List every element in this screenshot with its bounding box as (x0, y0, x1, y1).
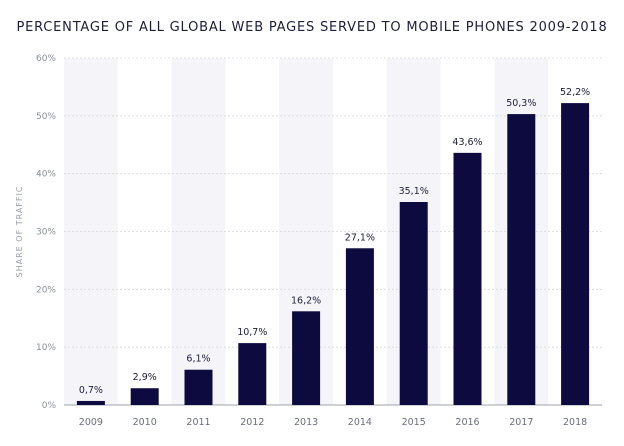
bar-2018 (561, 103, 590, 406)
data-label: 6,1% (186, 354, 210, 365)
y-axis-label: SHARE OF TRAFFIC (15, 186, 24, 278)
data-label: 0,7% (79, 385, 103, 396)
data-label: 2,9% (133, 372, 157, 383)
x-tick-label: 2011 (186, 417, 210, 428)
x-tick-label: 2009 (79, 417, 103, 428)
y-tick-label: 60% (36, 54, 56, 64)
y-tick-label: 30% (36, 228, 56, 238)
chart-title: PERCENTAGE OF ALL GLOBAL WEB PAGES SERVE… (16, 20, 608, 35)
bar-2010 (130, 388, 159, 405)
bar-2014 (345, 248, 374, 405)
y-tick-label: 20% (36, 285, 56, 295)
x-tick-label: 2018 (563, 417, 587, 428)
y-tick-label: 0% (42, 401, 57, 411)
x-tick-label: 2017 (509, 417, 533, 428)
x-tick-label: 2013 (294, 417, 318, 428)
x-tick-label: 2015 (402, 417, 426, 428)
bar-2017 (507, 114, 536, 406)
x-tick-label: 2010 (133, 417, 157, 428)
data-label: 50,3% (506, 98, 536, 109)
data-label: 52,2% (560, 87, 590, 98)
bar-2016 (453, 152, 482, 405)
data-label: 10,7% (237, 327, 267, 338)
x-tick-label: 2014 (348, 417, 372, 428)
y-tick-label: 10% (36, 343, 56, 353)
y-tick-label: 40% (36, 170, 56, 180)
bar-2011 (184, 369, 213, 405)
data-label: 27,1% (345, 232, 375, 243)
bar-2012 (238, 343, 267, 405)
x-tick-label: 2012 (240, 417, 264, 428)
y-tick-label: 50% (36, 112, 56, 122)
bar-2013 (292, 311, 321, 405)
bar-2015 (399, 202, 428, 405)
data-label: 35,1% (399, 186, 429, 197)
x-tick-label: 2016 (455, 417, 479, 428)
data-label: 43,6% (452, 137, 482, 148)
bar-2009 (76, 400, 105, 405)
data-label: 16,2% (291, 295, 321, 306)
